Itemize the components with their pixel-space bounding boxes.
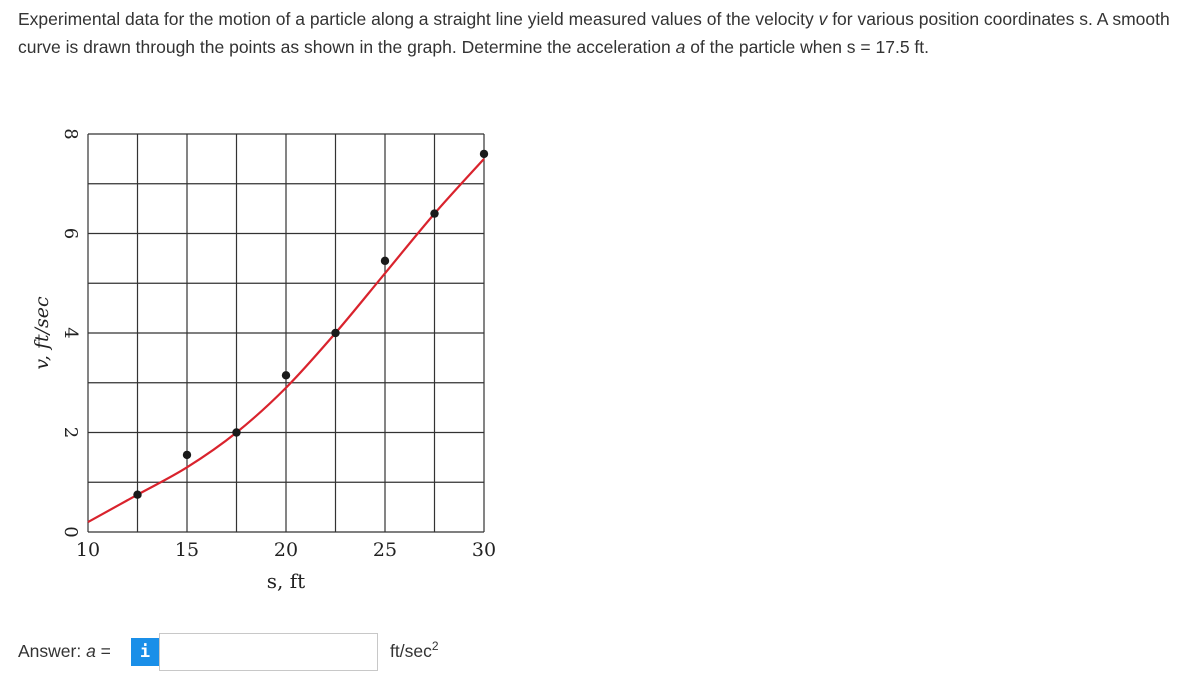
question-text: Experimental data for the motion of a pa… — [18, 5, 1188, 61]
y-tick-label: 8 — [60, 128, 81, 139]
data-point — [331, 328, 340, 338]
y-axis-label: v, ft/sec — [31, 296, 53, 370]
answer-input[interactable] — [159, 633, 378, 671]
y-tick-label: 2 — [60, 427, 81, 438]
data-point — [281, 371, 291, 380]
answer-unit: ft/sec2 — [390, 639, 439, 663]
data-point — [430, 209, 439, 218]
data-point — [380, 256, 390, 266]
smooth-curve — [87, 158, 485, 524]
data-point — [232, 428, 241, 437]
question-part1: Experimental data for the motion of a pa… — [18, 9, 819, 29]
answer-label: Answer: a = — [18, 639, 111, 663]
x-tick-label: 30 — [472, 539, 496, 561]
answer-suffix: = — [95, 641, 111, 661]
data-point — [182, 450, 192, 460]
question-part3: . A smooth curve is drawn through the po… — [18, 9, 1170, 57]
data-point — [133, 490, 142, 499]
info-icon[interactable]: i — [131, 638, 159, 666]
tick-labels: 0 2 4 6 8 10 15 20 25 30 — [60, 128, 496, 561]
v-symbol: v — [818, 9, 828, 29]
y-tick-label: 6 — [60, 228, 81, 239]
a-symbol: a — [675, 37, 686, 57]
answer-var: a — [86, 641, 96, 661]
x-tick-label: 25 — [373, 539, 397, 561]
grid — [87, 133, 485, 533]
y-tick-label: 0 — [60, 526, 81, 537]
unit-base: ft/sec — [390, 641, 432, 661]
y-tick-label: 4 — [60, 327, 81, 338]
x-axis-label: s, ft — [267, 569, 305, 593]
x-tick-label: 10 — [76, 539, 100, 561]
question-part4: of the particle when s = 17.5 ft. — [685, 37, 930, 57]
question-part2: for various position coordinates — [827, 9, 1080, 29]
answer-prefix: Answer: — [18, 641, 87, 661]
x-tick-label: 20 — [274, 539, 298, 561]
data-point — [479, 149, 489, 159]
x-tick-label: 15 — [175, 539, 199, 561]
s-symbol: s — [1079, 9, 1089, 29]
curve-layer — [87, 158, 485, 524]
points-layer — [133, 149, 489, 499]
unit-exponent: 2 — [431, 639, 439, 653]
